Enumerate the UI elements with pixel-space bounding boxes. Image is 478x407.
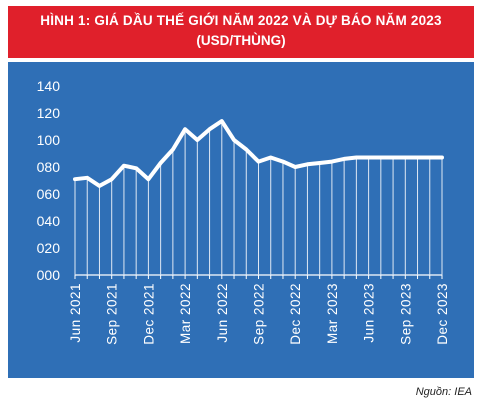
plot-area: 000 020 040 060 080 100 120 140 Jun 2021 Sep 202… [8, 62, 474, 378]
chart-subtitle: (USD/THÙNG) [196, 33, 286, 48]
y-tick-label: 080 [37, 159, 61, 175]
data-point [342, 157, 346, 161]
x-tick-label: Sep 2022 [252, 283, 267, 345]
x-tick-label: Dec 2022 [288, 283, 303, 345]
data-point [318, 161, 322, 165]
x-tick-label: Mar 2022 [178, 283, 193, 344]
data-point [293, 165, 297, 169]
data-point [428, 155, 432, 160]
data-point [281, 160, 285, 164]
data-point [391, 155, 395, 160]
data-point [256, 160, 261, 164]
y-tick-label: 020 [37, 240, 61, 256]
data-point [367, 155, 371, 160]
y-tick-label: 140 [37, 78, 61, 94]
data-point [85, 176, 89, 180]
data-point [354, 155, 358, 160]
data-point [146, 177, 150, 181]
data-point [415, 155, 420, 160]
x-tick-label: Dec 2021 [141, 283, 156, 345]
series-group [73, 119, 444, 188]
x-tick-label: Jun 2021 [68, 283, 83, 343]
data-point [440, 155, 444, 160]
y-tick-label: 120 [37, 105, 61, 121]
data-point [220, 119, 224, 123]
data-point [305, 162, 310, 166]
drop-lines [74, 121, 443, 275]
x-tick-label: Sep 2023 [398, 283, 413, 345]
data-point [379, 155, 383, 160]
data-point [183, 127, 187, 131]
data-point [171, 147, 175, 152]
data-point [269, 155, 273, 160]
x-tick-label: Jun 2022 [215, 283, 230, 343]
y-tick-label: 040 [37, 213, 61, 229]
data-point [232, 138, 236, 142]
data-point [330, 160, 334, 164]
x-tick-label: Jun 2023 [362, 283, 377, 343]
data-point [97, 184, 102, 188]
line-chart: 000 020 040 060 080 100 120 140 Jun 2021 Sep 202… [37, 78, 450, 345]
y-axis: 000 020 040 060 080 100 120 140 [37, 78, 61, 283]
y-tick-label: 000 [37, 267, 61, 283]
data-point [207, 127, 212, 131]
y-tick-label: 060 [37, 186, 61, 202]
chart-title-bar: HÌNH 1: GIÁ DẦU THẾ GIỚI NĂM 2022 VÀ DỰ … [8, 6, 474, 58]
x-tick-label: Sep 2021 [105, 283, 120, 345]
y-tick-label: 100 [37, 132, 61, 148]
data-point [134, 166, 138, 170]
x-tick-label: Dec 2023 [435, 283, 450, 345]
data-point [195, 138, 199, 142]
data-point [122, 164, 126, 168]
chart-figure: HÌNH 1: GIÁ DẦU THẾ GIỚI NĂM 2022 VÀ DỰ … [8, 6, 474, 378]
data-point [159, 161, 163, 165]
x-axis: Jun 2021 Sep 2021 Dec 2021 Mar 2022 Jun 2022… [68, 274, 450, 345]
data-point [73, 177, 77, 181]
data-point [244, 147, 248, 152]
source-note: Nguồn: IEA [415, 386, 472, 398]
data-point [403, 155, 407, 160]
data-point [110, 177, 114, 181]
x-tick-label: Mar 2023 [325, 283, 340, 344]
chart-title: HÌNH 1: GIÁ DẦU THẾ GIỚI NĂM 2022 VÀ DỰ … [40, 13, 442, 28]
